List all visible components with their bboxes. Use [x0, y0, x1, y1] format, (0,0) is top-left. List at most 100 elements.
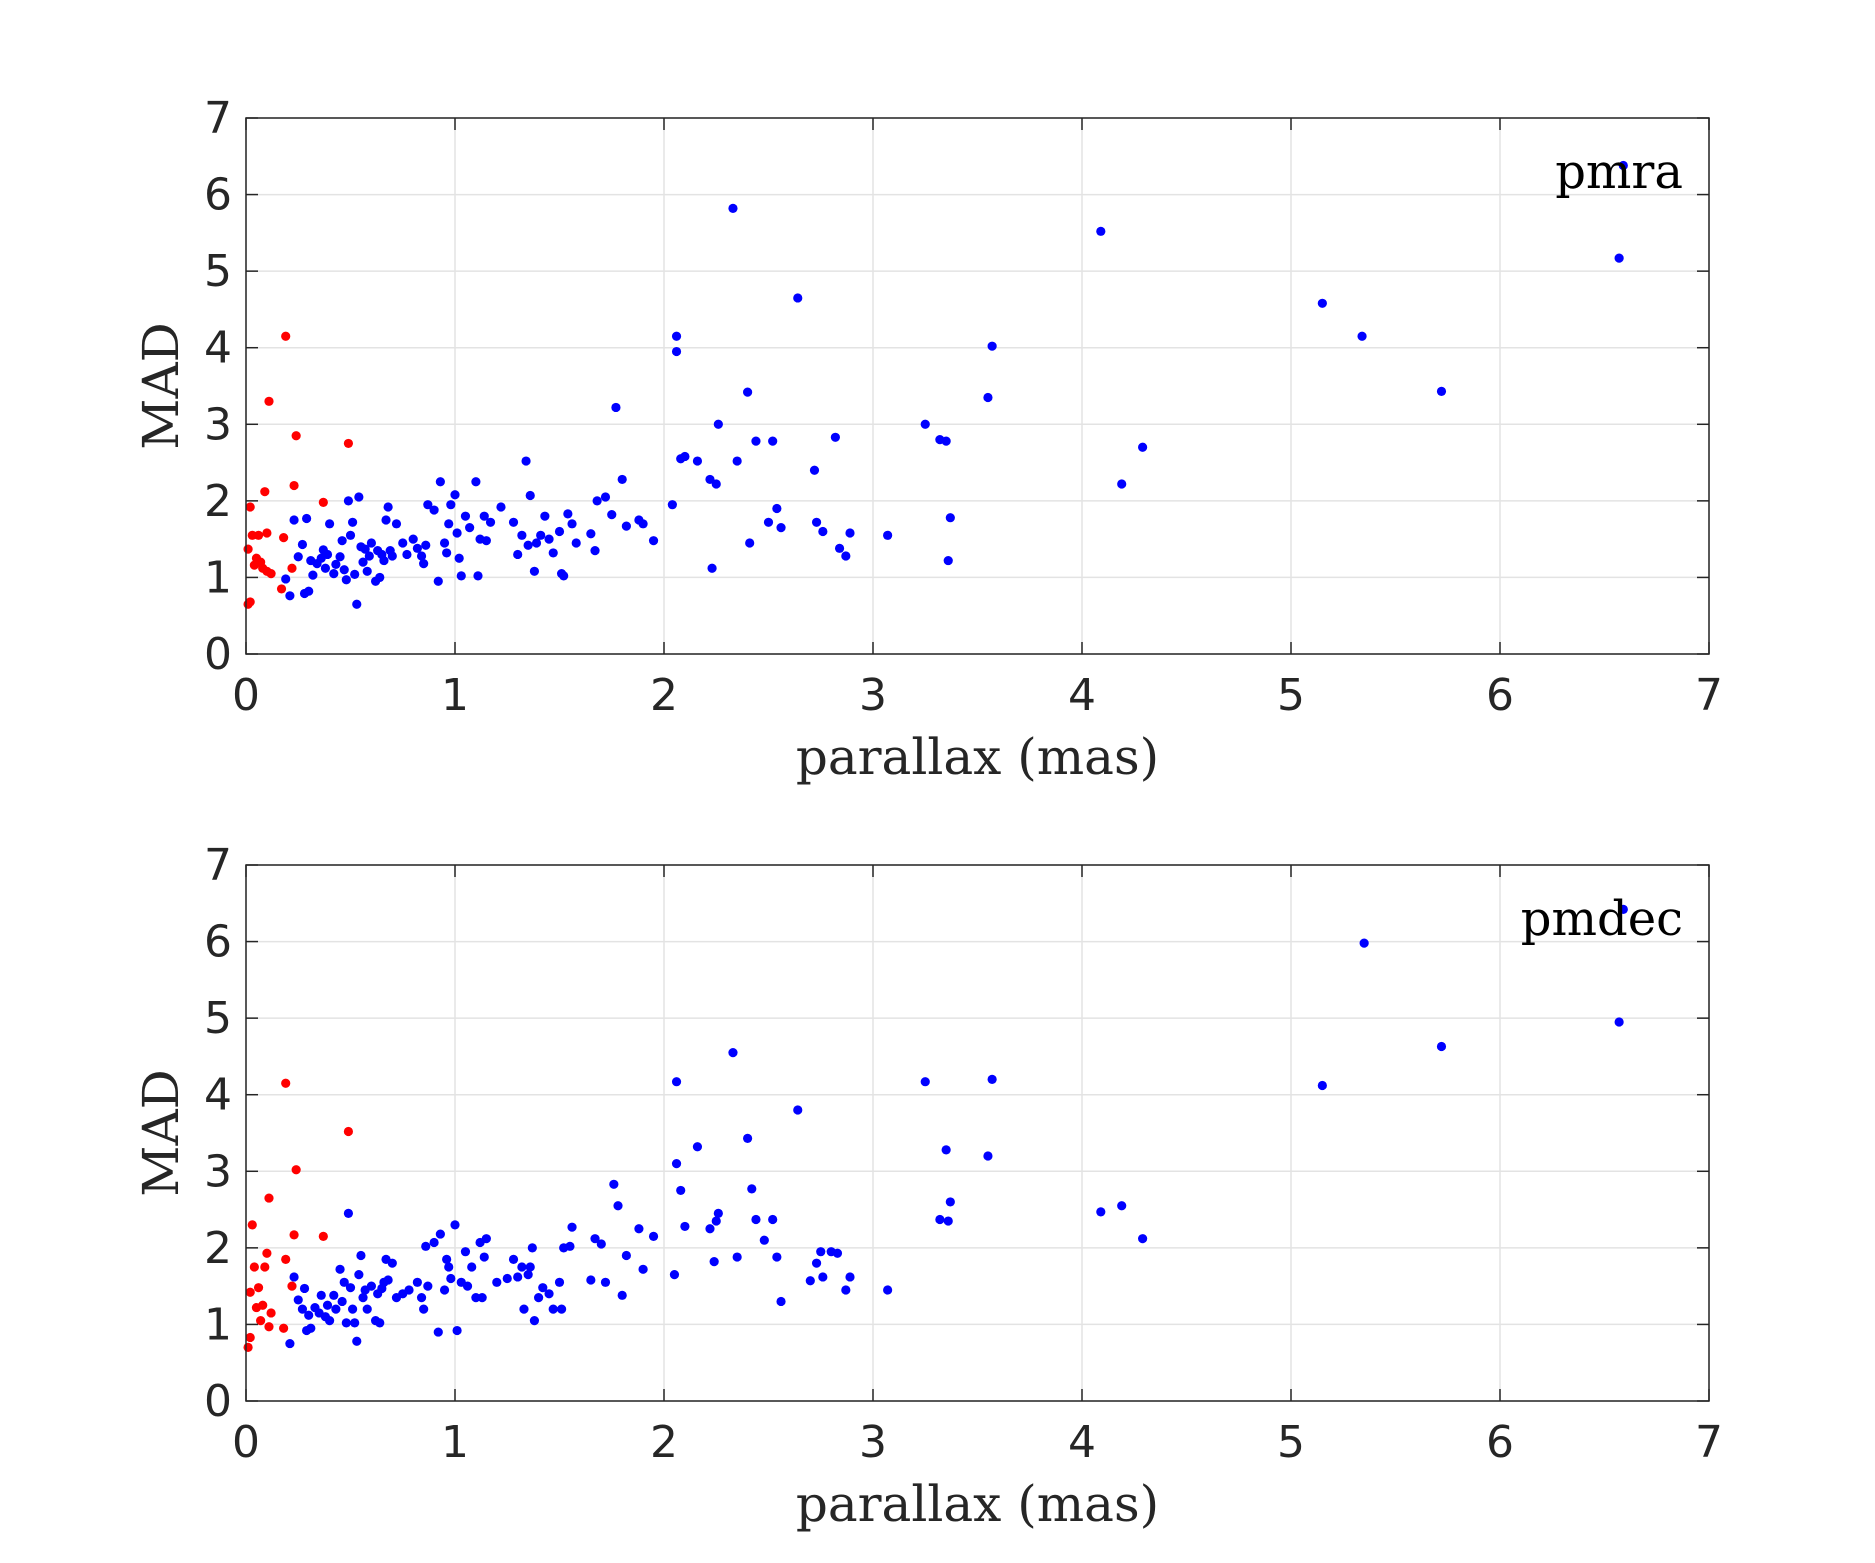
data-point	[805, 1276, 815, 1286]
data-point	[412, 1277, 422, 1287]
data-point	[423, 500, 433, 510]
data-point	[350, 1318, 360, 1328]
data-point	[692, 1142, 703, 1152]
data-point	[1117, 479, 1127, 489]
data-point	[442, 1254, 452, 1264]
data-point	[450, 490, 460, 500]
data-point	[834, 543, 845, 553]
data-point	[571, 538, 581, 548]
y-tick-label: 5	[204, 993, 232, 1044]
data-point	[335, 552, 345, 562]
data-point	[343, 1208, 354, 1218]
data-point	[387, 551, 397, 561]
data-point	[408, 534, 418, 544]
data-point	[306, 1323, 316, 1333]
data-point	[793, 1105, 803, 1115]
data-point	[481, 1234, 491, 1244]
data-point	[352, 599, 362, 609]
data-point	[567, 1222, 577, 1232]
y-tick-label: 1	[204, 552, 232, 603]
data-point	[446, 500, 456, 510]
data-point	[830, 432, 840, 442]
data-point	[456, 571, 466, 581]
data-point	[768, 436, 778, 446]
data-point	[325, 519, 335, 529]
data-point	[354, 1270, 364, 1280]
data-point	[671, 331, 682, 341]
data-point	[297, 539, 308, 550]
data-point	[276, 584, 287, 594]
x-tick-label: 7	[1695, 670, 1723, 721]
data-point	[416, 551, 427, 561]
data-point	[772, 1252, 782, 1262]
data-point	[567, 519, 577, 529]
data-point	[1138, 442, 1148, 452]
data-point	[935, 1214, 945, 1225]
data-point	[471, 477, 481, 487]
data-point	[412, 543, 422, 553]
y-tick-label: 5	[204, 246, 232, 297]
data-point	[387, 1258, 397, 1268]
data-point	[331, 1304, 341, 1314]
data-point	[322, 1300, 333, 1310]
data-point	[343, 496, 354, 506]
data-point	[841, 551, 851, 561]
data-point	[281, 1254, 291, 1264]
data-point	[289, 1272, 299, 1282]
x-tick-label: 4	[1068, 1417, 1096, 1468]
y-tick-label: 3	[204, 399, 232, 450]
data-point	[291, 431, 301, 441]
data-point	[544, 1289, 554, 1299]
data-point	[258, 1300, 268, 1310]
x-tick-label: 6	[1486, 1417, 1514, 1468]
data-point	[1614, 253, 1624, 263]
data-point	[534, 1293, 544, 1303]
data-point	[419, 559, 429, 569]
data-point	[987, 1074, 997, 1084]
data-point	[264, 1322, 274, 1332]
data-point	[325, 1316, 335, 1326]
data-point	[945, 1197, 955, 1207]
data-point	[442, 548, 452, 558]
data-point	[556, 1304, 567, 1314]
data-point	[347, 1304, 358, 1314]
data-point	[439, 538, 450, 548]
data-point	[264, 396, 274, 406]
data-point	[772, 503, 782, 514]
data-point	[713, 1208, 723, 1218]
data-point	[667, 500, 677, 510]
data-point	[362, 566, 372, 576]
data-point	[617, 1290, 627, 1300]
axes-frame	[245, 864, 1710, 1402]
data-point	[287, 1281, 297, 1291]
data-point	[1359, 938, 1369, 948]
data-point	[479, 1252, 489, 1262]
data-point	[444, 1262, 454, 1272]
data-point	[987, 341, 997, 351]
data-point	[266, 1308, 276, 1318]
data-point	[293, 552, 303, 562]
data-point	[1317, 298, 1327, 308]
data-point	[920, 419, 930, 429]
data-point	[318, 497, 328, 507]
data-point	[358, 1293, 368, 1303]
data-point	[341, 1318, 351, 1328]
x-axis-label: parallax (mas)	[796, 728, 1159, 786]
y-tick-label: 6	[204, 917, 232, 968]
data-point	[316, 1290, 326, 1300]
data-point	[525, 1262, 535, 1272]
data-point	[329, 1290, 339, 1300]
data-point	[1436, 1041, 1447, 1052]
data-point	[260, 487, 270, 497]
data-point	[745, 538, 755, 548]
data-point	[343, 1126, 354, 1137]
data-point	[743, 1133, 753, 1143]
data-point	[600, 492, 611, 502]
data-point	[429, 505, 439, 515]
data-point	[517, 1262, 527, 1272]
data-point	[841, 1285, 851, 1295]
data-point	[529, 566, 540, 576]
data-point	[548, 1304, 558, 1314]
data-point	[554, 526, 565, 537]
